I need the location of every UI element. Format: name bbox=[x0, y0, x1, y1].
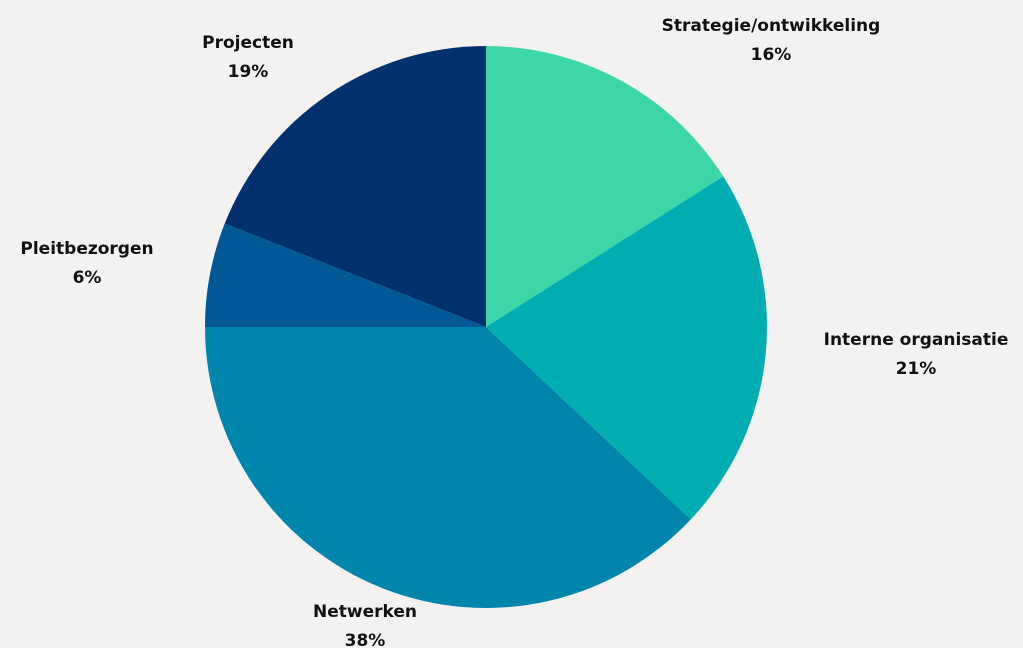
pie-slice bbox=[205, 327, 691, 609]
slice-label: Projecten bbox=[202, 33, 294, 53]
slice-label: Strategie/ontwikkeling bbox=[662, 16, 881, 36]
pie-slice bbox=[224, 46, 487, 327]
pie-slice bbox=[486, 176, 768, 520]
slice-label: Pleitbezorgen bbox=[20, 239, 153, 259]
slice-value-label: 19% bbox=[228, 62, 269, 82]
slice-value-label: 6% bbox=[73, 268, 102, 288]
slice-value-label: 21% bbox=[896, 359, 937, 379]
pie-slice bbox=[205, 223, 486, 327]
slice-value-label: 38% bbox=[345, 631, 386, 648]
slice-label: Netwerken bbox=[313, 602, 417, 622]
slice-label: Interne organisatie bbox=[824, 330, 1009, 350]
slice-value-label: 16% bbox=[751, 45, 792, 65]
pie-slice bbox=[486, 46, 724, 327]
